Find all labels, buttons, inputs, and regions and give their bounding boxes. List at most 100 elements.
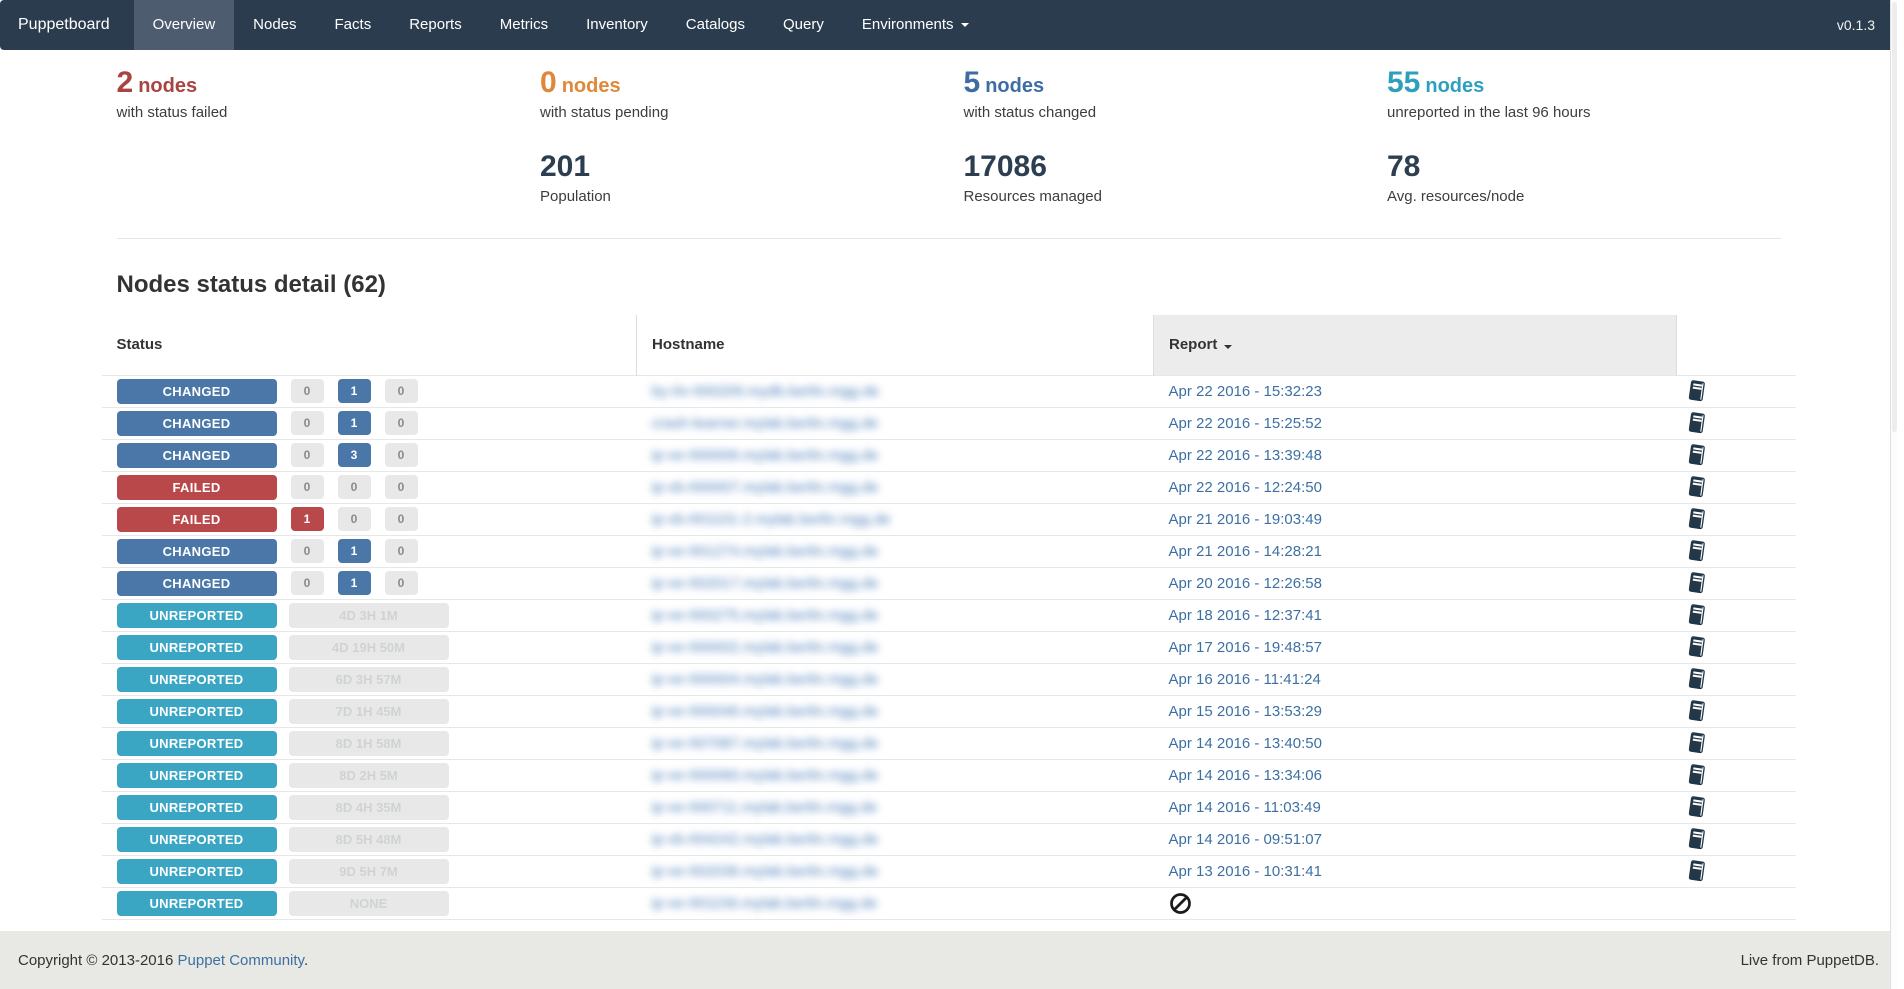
actions-cell — [1677, 631, 1796, 663]
status-cell: UNREPORTED 8D 4H 35M — [102, 791, 637, 823]
report-link[interactable]: Apr 21 2016 - 19:03:49 — [1168, 510, 1322, 528]
nav-item-environments[interactable]: Environments — [843, 0, 988, 50]
hostname-cell: ip-ve-000046.mylab.berlin.mgg.de — [637, 695, 1154, 727]
copyright-text: Copyright © 2013-2016 Puppet Community. — [18, 952, 308, 969]
report-cell: Apr 14 2016 - 13:34:06 — [1154, 759, 1677, 791]
report-book-link[interactable] — [1687, 827, 1708, 851]
report-link[interactable]: Apr 15 2016 - 13:53:29 — [1168, 702, 1322, 720]
hostname-link[interactable]: ip-ve-000004.mylab.berlin.mgg.de — [651, 670, 879, 688]
report-link[interactable]: Apr 16 2016 - 11:41:24 — [1168, 670, 1321, 688]
metric-value: 0 — [540, 66, 557, 99]
report-link[interactable]: Apr 13 2016 - 10:31:41 — [1168, 862, 1322, 880]
hostname-link[interactable]: ip-ve-002036.mylab.berlin.mgg.de — [651, 862, 879, 880]
status-badge: UNREPORTED — [116, 890, 277, 916]
report-link[interactable]: Apr 22 2016 - 12:24:50 — [1168, 478, 1322, 496]
report-book-link[interactable] — [1687, 411, 1708, 435]
status-badge: UNREPORTED — [116, 602, 277, 628]
scrollbar-thumb[interactable] — [1892, 2, 1897, 432]
status-cell: CHANGED 0 1 0 — [102, 567, 637, 599]
status-cell: CHANGED 0 1 0 — [102, 535, 637, 567]
actions-cell — [1677, 375, 1796, 407]
metric-label: with status failed — [116, 104, 228, 121]
report-book-link[interactable] — [1687, 475, 1708, 499]
report-book-link[interactable] — [1687, 539, 1708, 563]
unreported-age-badge: 8D 1H 58M — [288, 730, 449, 756]
column-header-report[interactable]: Report — [1153, 315, 1677, 375]
status-badge: UNREPORTED — [116, 794, 277, 820]
hostname-cell: crash-learner.mylab.berlin.mgg.de — [637, 407, 1154, 439]
nav-item-facts[interactable]: Facts — [334, 16, 372, 33]
hostname-link[interactable]: ip-ve-001274.mylab.berlin.mgg.de — [651, 542, 879, 560]
nav-item-metrics[interactable]: Metrics — [499, 16, 549, 33]
hostname-link[interactable]: ip-ve-000006.mylab.berlin.mgg.de — [651, 446, 879, 464]
hostname-link[interactable]: ip-ve-000002.mylab.berlin.mgg.de — [651, 638, 879, 656]
report-link[interactable]: Apr 21 2016 - 14:28:21 — [1168, 542, 1322, 560]
report-book-link[interactable] — [1687, 443, 1708, 467]
report-link[interactable]: Apr 14 2016 - 13:34:06 — [1168, 766, 1322, 784]
event-count-badge: 0 — [290, 443, 324, 467]
hostname-link[interactable]: ip-ve-000275.mylab.berlin.mgg.de — [651, 606, 879, 624]
metric-unit: nodes — [561, 75, 621, 97]
report-link[interactable]: Apr 22 2016 - 13:39:48 — [1168, 446, 1322, 464]
hostname-link[interactable]: crash-learner.mylab.berlin.mgg.de — [651, 414, 879, 432]
nav-item-nodes[interactable]: Nodes — [253, 16, 297, 33]
report-cell: Apr 15 2016 - 13:53:29 — [1154, 695, 1677, 727]
report-link[interactable]: Apr 14 2016 - 09:51:07 — [1168, 830, 1322, 848]
nav-item-reports[interactable]: Reports — [409, 16, 462, 33]
report-link[interactable]: Apr 14 2016 - 13:40:50 — [1168, 734, 1322, 752]
nav-item-inventory[interactable]: Inventory — [586, 16, 648, 33]
report-link[interactable]: Apr 22 2016 - 15:32:23 — [1168, 382, 1322, 400]
report-book-link[interactable] — [1687, 699, 1708, 723]
hostname-link[interactable]: ip-vb-001101-2.mylab.berlin.mgg.de — [651, 510, 891, 528]
column-header-label: Report — [1169, 336, 1218, 354]
event-count-badge: 1 — [337, 411, 371, 435]
hostname-link[interactable]: ip-ve-001156.mylab.berlin.mgg.de — [651, 894, 878, 912]
status-badge: CHANGED — [116, 410, 277, 436]
report-book-link[interactable] — [1687, 507, 1708, 531]
report-cell: Apr 18 2016 - 12:37:41 — [1154, 599, 1677, 631]
actions-cell — [1677, 503, 1796, 535]
hostname-link[interactable]: ip-vb-004242.mylab.berlin.mgg.de — [651, 830, 879, 848]
report-book-link[interactable] — [1687, 763, 1708, 787]
report-book-link[interactable] — [1687, 795, 1708, 819]
report-book-link[interactable] — [1687, 635, 1708, 659]
hostname-link[interactable]: ip-ve-000711.mylab.berlin.mgg.de — [651, 798, 878, 816]
report-book-link[interactable] — [1687, 731, 1708, 755]
metric-label: Resources managed — [963, 188, 1102, 205]
column-header-hostname[interactable]: Hostname — [636, 315, 1154, 375]
book-icon — [1687, 603, 1708, 627]
report-book-link[interactable] — [1687, 571, 1708, 595]
report-link[interactable]: Apr 17 2016 - 19:48:57 — [1168, 638, 1322, 656]
table-row: CHANGED 0 1 0 crash-learner.mylab.berlin.mgg… — [101, 407, 1796, 439]
nav-item-query[interactable]: Query — [782, 16, 824, 33]
report-book-link[interactable] — [1687, 379, 1708, 403]
report-book-link[interactable] — [1687, 603, 1708, 627]
report-link[interactable]: Apr 18 2016 - 12:37:41 — [1168, 606, 1322, 624]
status-cell: UNREPORTED 8D 2H 5M — [102, 759, 637, 791]
copyright-suffix: . — [303, 951, 309, 969]
status-badge: UNREPORTED — [116, 730, 277, 756]
column-header-status[interactable]: Status — [102, 315, 637, 375]
brand-link[interactable]: Puppetboard — [18, 16, 110, 33]
scrollbar[interactable] — [1890, 0, 1897, 989]
hostname-link[interactable]: by-0v-000209.mydb.berlin.mgg.de — [651, 382, 880, 400]
hostname-link[interactable]: ip-ve-000046.mylab.berlin.mgg.de — [651, 702, 879, 720]
nav-item-overview[interactable]: Overview — [133, 0, 235, 50]
report-book-link[interactable] — [1687, 859, 1708, 883]
status-badge: UNREPORTED — [116, 826, 277, 852]
hostname-link[interactable]: ip-vb-000007.mylab.berlin.mgg.de — [651, 478, 879, 496]
stat-col-pending: 0 nodes with status pending 201 Populatio… — [525, 66, 949, 208]
nav-item-catalogs[interactable]: Catalogs — [685, 16, 745, 33]
event-count-badge: 1 — [337, 539, 371, 563]
report-link[interactable]: Apr 20 2016 - 12:26:58 — [1168, 574, 1322, 592]
hostname-link[interactable]: ip-ve-007087.mylab.berlin.mgg.de — [651, 734, 879, 752]
hostname-link[interactable]: ip-ve-002017.mylab.berlin.mgg.de — [651, 574, 879, 592]
puppet-community-link[interactable]: Puppet Community — [177, 951, 304, 969]
report-book-link[interactable] — [1687, 667, 1708, 691]
book-icon — [1687, 443, 1708, 467]
event-count-badge: 0 — [337, 507, 371, 531]
report-link[interactable]: Apr 22 2016 - 15:25:52 — [1168, 414, 1322, 432]
hostname-link[interactable]: ip-ve-000060.mylab.berlin.mgg.de — [651, 766, 879, 784]
report-link[interactable]: Apr 14 2016 - 11:03:49 — [1168, 798, 1321, 816]
